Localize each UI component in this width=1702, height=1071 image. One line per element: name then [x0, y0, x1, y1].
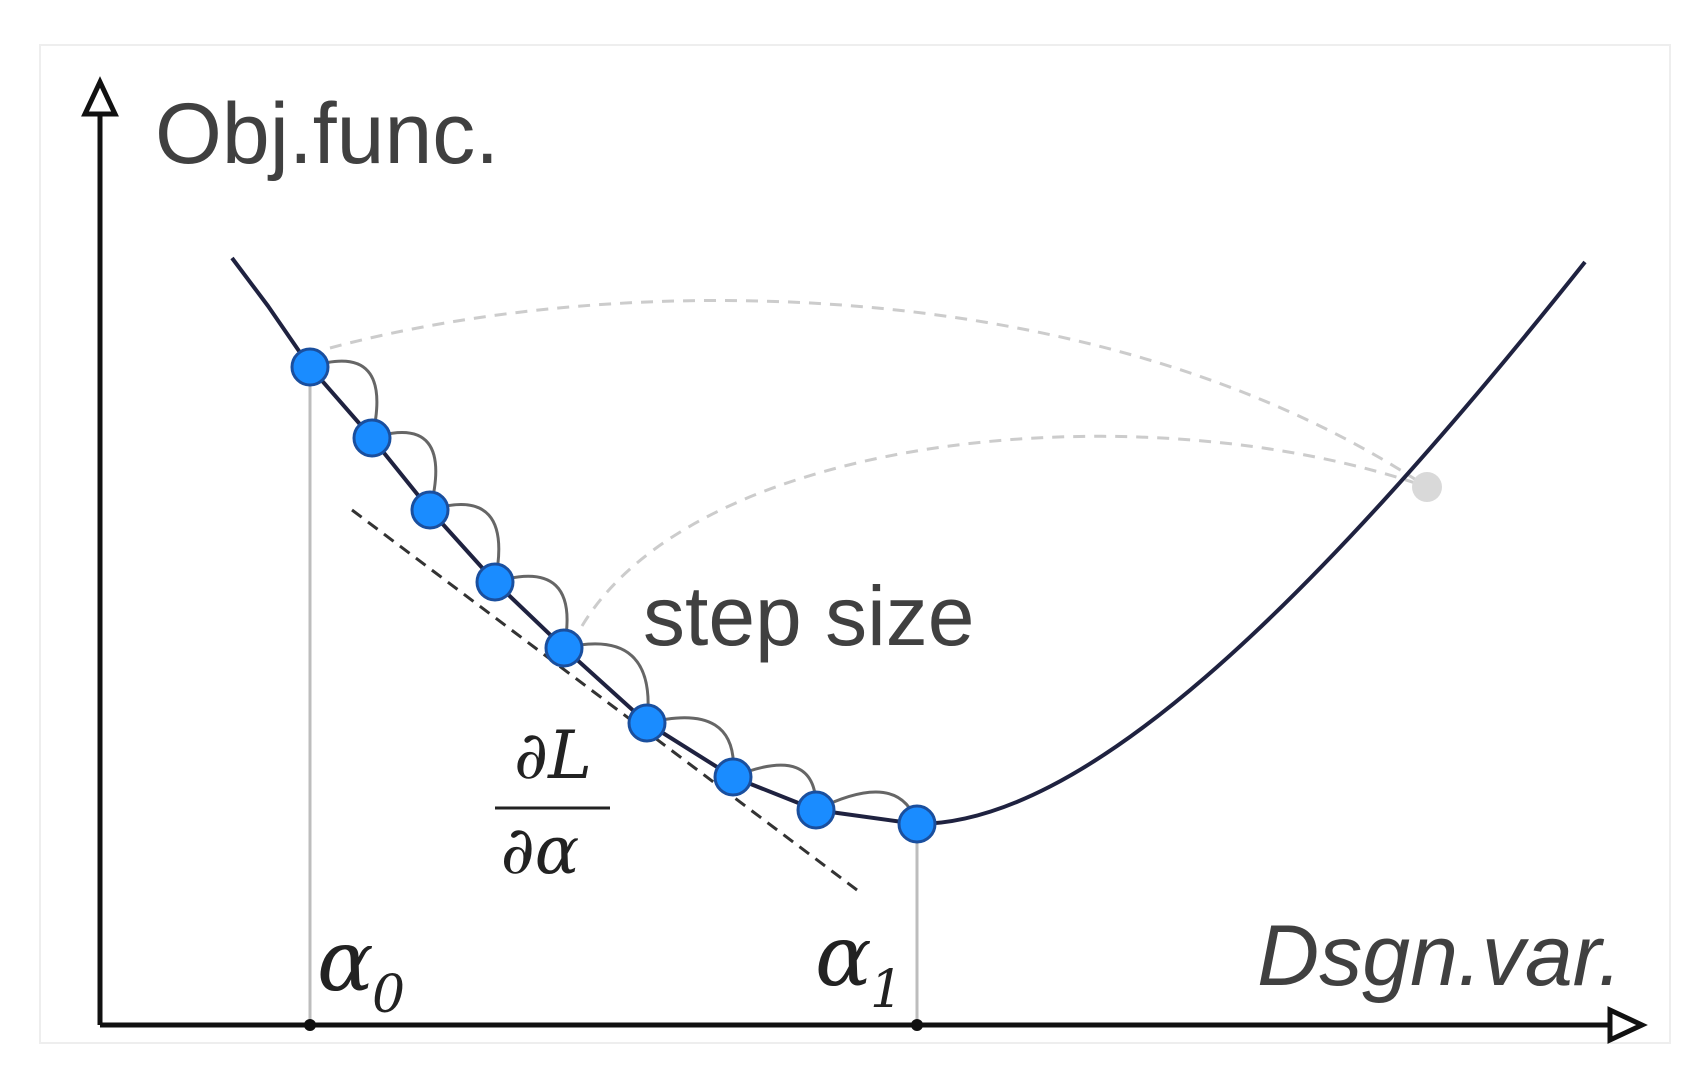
step-hop-arc [563, 642, 650, 724]
alpha0-label: α 0 [317, 912, 405, 1025]
alpha1-symbol: α [815, 907, 872, 1005]
alpha0-symbol: α [317, 912, 374, 1010]
overshoot-arc-upper [329, 298, 1428, 489]
y-axis [81, 76, 119, 1025]
step-point [475, 562, 515, 602]
x-axis [100, 1006, 1648, 1044]
y-axis-arrowhead [81, 76, 119, 117]
alpha0-tick-dot [304, 1019, 316, 1031]
derivative-numerator: ∂L [514, 717, 592, 794]
alpha1-subscript: 1 [870, 960, 903, 1020]
step-point [713, 757, 753, 797]
objective-curve [230, 256, 1587, 826]
x-axis-label: Dsgn.var. [1257, 908, 1622, 1004]
step-point [352, 418, 392, 458]
step-point [544, 628, 584, 668]
alpha1-tick-dot [911, 1019, 923, 1031]
step-size-label: step size [643, 569, 975, 663]
derivative-denominator: ∂α [501, 812, 580, 889]
step-points [290, 347, 937, 844]
step-point [796, 790, 836, 830]
step-point [290, 347, 330, 387]
alpha0-subscript: 0 [372, 965, 405, 1025]
figure-frame [39, 44, 1671, 1044]
alpha1-label: α 1 [815, 907, 903, 1020]
y-axis-label: Obj.func. [155, 86, 499, 182]
step-point [627, 703, 667, 743]
derivative-label: ∂L ∂α [495, 717, 610, 889]
overshoot-point [1412, 472, 1442, 502]
step-point [897, 804, 937, 844]
x-axis-arrowhead [1607, 1006, 1648, 1044]
step-point [410, 490, 450, 530]
tangent-line [351, 508, 858, 892]
